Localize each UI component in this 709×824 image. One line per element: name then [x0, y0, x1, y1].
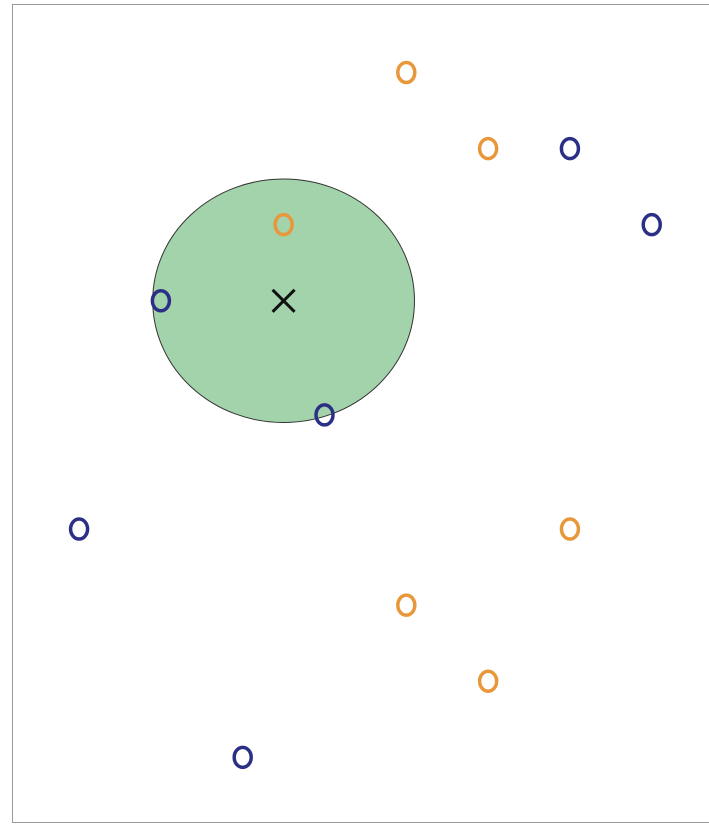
point [232, 745, 253, 770]
point [314, 403, 335, 427]
point [477, 136, 499, 161]
point [68, 517, 90, 541]
query-cross-stroke [271, 288, 296, 313]
point [396, 60, 417, 85]
query-point [271, 288, 296, 313]
point [396, 593, 417, 617]
frame [12, 4, 709, 823]
point [477, 669, 499, 693]
point [641, 212, 662, 237]
point [559, 136, 581, 161]
point [559, 517, 581, 541]
point [273, 212, 294, 237]
point [150, 289, 172, 313]
